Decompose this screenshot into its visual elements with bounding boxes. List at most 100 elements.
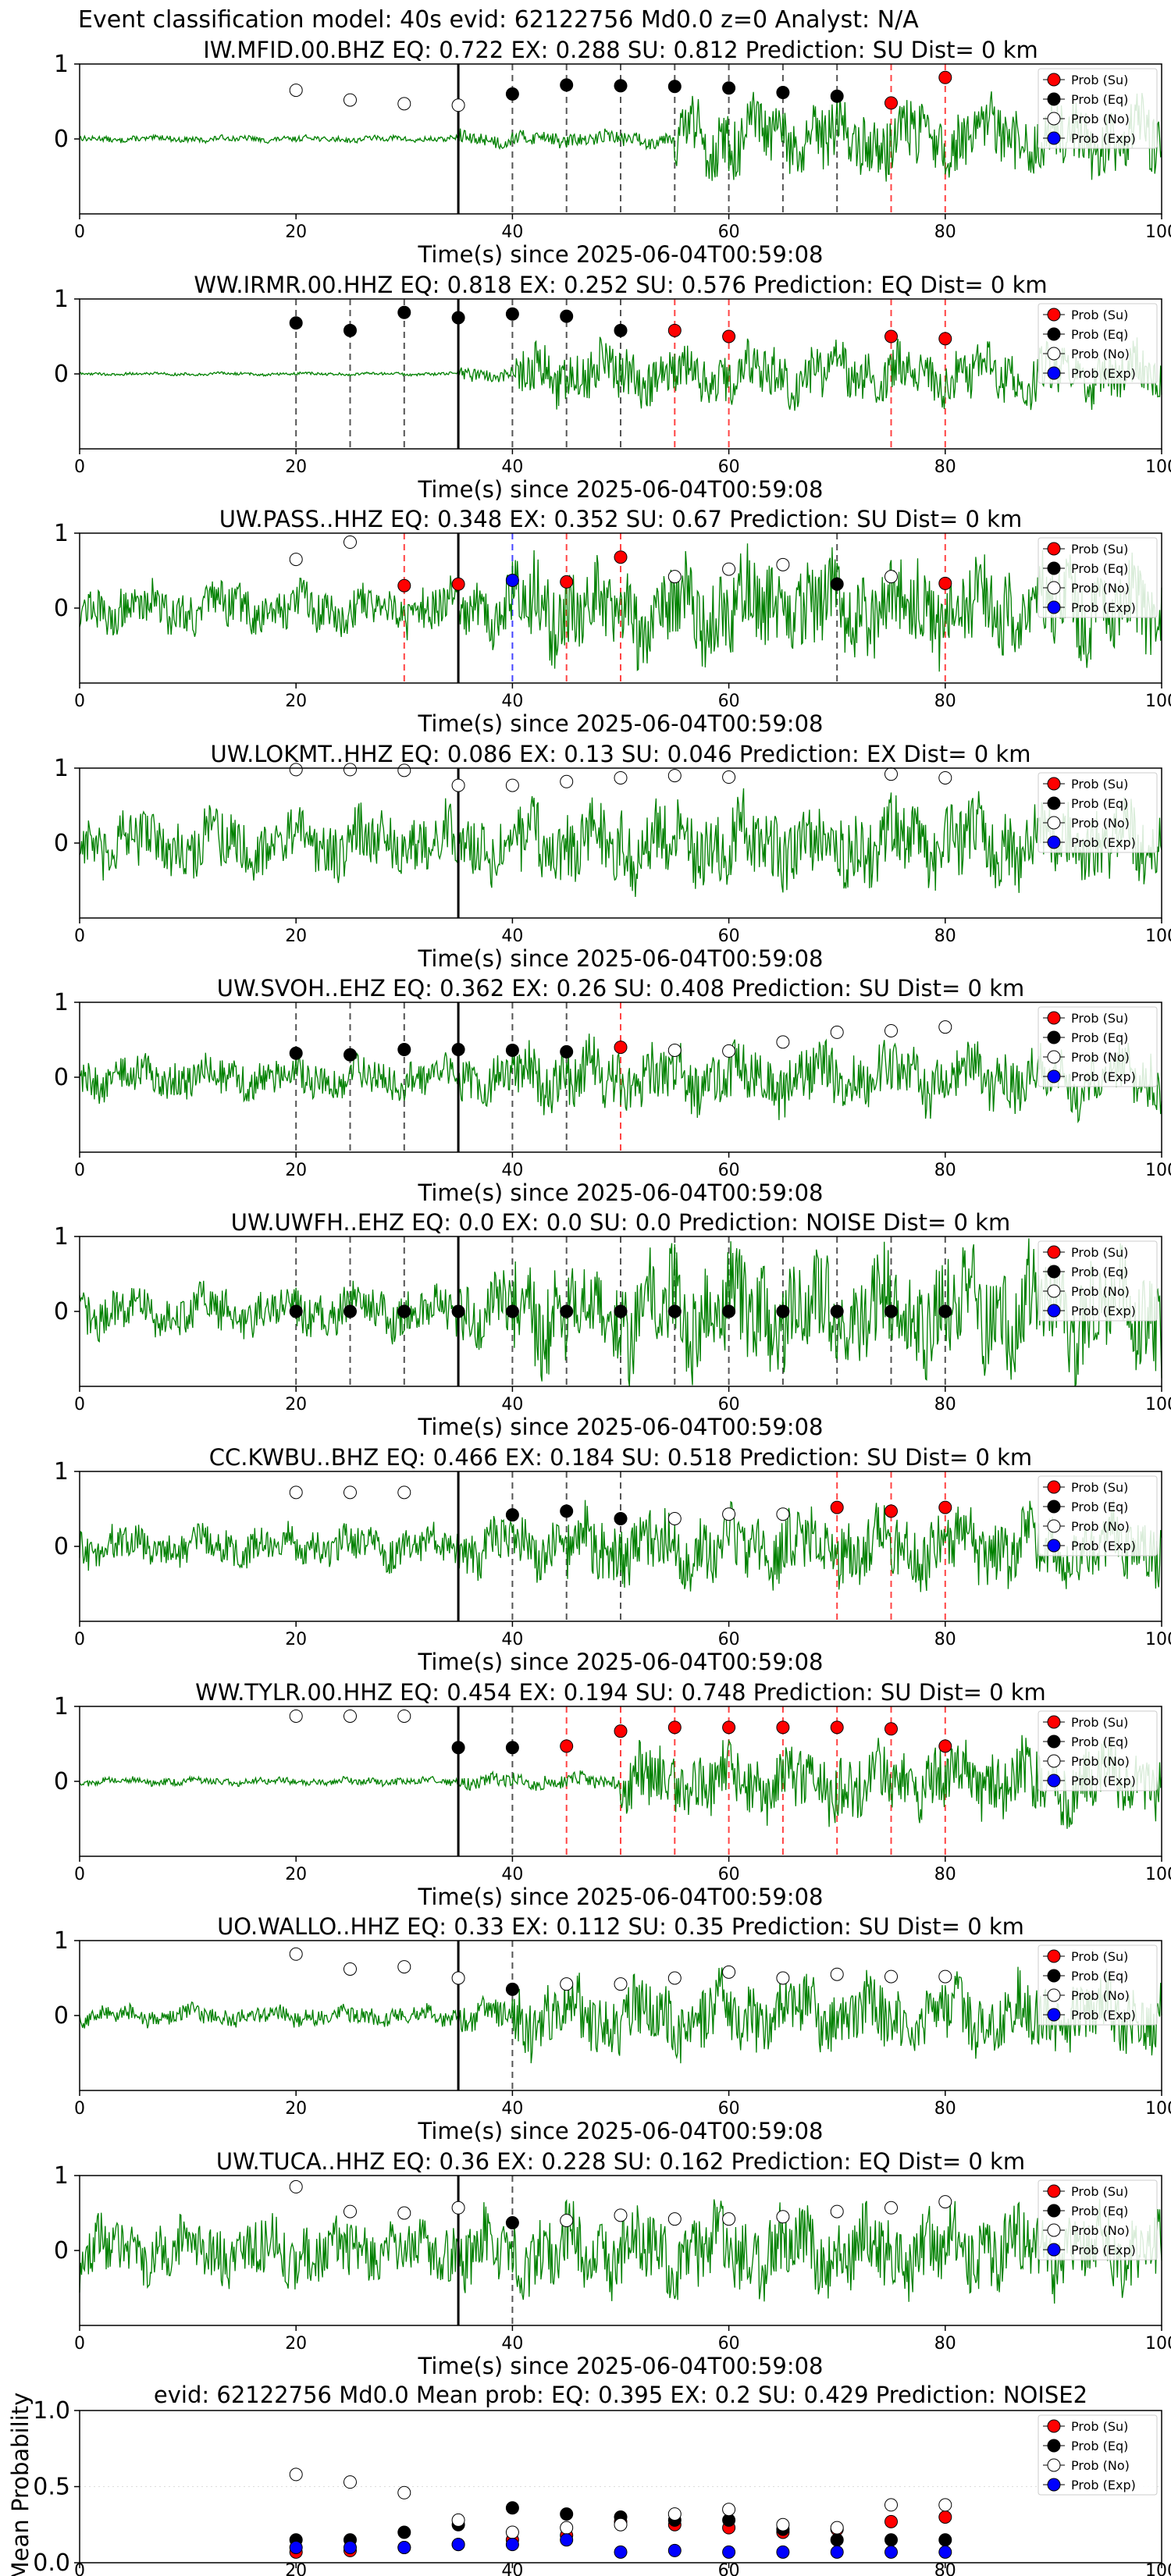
legend-label: Prob (Su) [1071, 2419, 1128, 2434]
legend-marker [1047, 1245, 1061, 1259]
legend-marker [1047, 2419, 1061, 2433]
probability-point [560, 1739, 574, 1753]
x-tick-label: 80 [934, 1395, 956, 1414]
x-tick-label: 40 [501, 222, 523, 242]
probability-point [614, 1977, 628, 1991]
probability-point [343, 1962, 357, 1976]
mean-probability-point [614, 2545, 628, 2559]
legend-marker [1047, 1754, 1061, 1768]
legend-marker [1047, 835, 1061, 849]
probability-point [289, 553, 303, 567]
probability-point [505, 778, 519, 792]
legend-marker [1047, 816, 1061, 830]
legend-label: Prob (Eq) [1071, 1969, 1128, 1984]
x-tick-label: 0 [74, 692, 85, 711]
x-tick-label: 0 [74, 2561, 85, 2576]
mean-probability-point [938, 2545, 952, 2559]
x-tick-label: 60 [718, 2099, 740, 2119]
mean-probability-point [884, 2498, 898, 2512]
probability-point [343, 763, 357, 777]
probability-point [560, 1044, 574, 1059]
mean-probability-point [667, 2507, 682, 2521]
legend-box [1038, 2179, 1158, 2261]
probability-point [830, 89, 844, 103]
x-tick-label: 20 [285, 1865, 307, 1884]
probability-point [667, 80, 682, 94]
probability-point [289, 763, 303, 777]
panel-title: UW.SVOH..EHZ EQ: 0.362 EX: 0.26 SU: 0.40… [217, 975, 1025, 1002]
y-tick-label: 0 [54, 1298, 69, 1325]
legend-marker [1047, 1030, 1061, 1044]
probability-point [505, 1741, 519, 1755]
legend-marker [1047, 1480, 1061, 1494]
legend-label: Prob (Su) [1071, 1480, 1128, 1495]
probability-point [343, 1048, 357, 1062]
legend-label: Prob (Exp) [1071, 1539, 1136, 1553]
x-tick-label: 60 [718, 1395, 740, 1414]
y-tick-label: 1 [54, 1927, 69, 1955]
mean-probability-point [722, 2503, 736, 2517]
legend-marker [1047, 347, 1061, 361]
legend-label: Prob (Exp) [1071, 131, 1136, 146]
legend-marker [1047, 581, 1061, 595]
probability-point [397, 1485, 411, 1500]
probability-point [397, 2206, 411, 2220]
y-tick-label: 0 [54, 361, 69, 388]
legend-box [1038, 1710, 1158, 1791]
probability-point [776, 1720, 790, 1735]
x-tick-label: 40 [501, 1865, 523, 1884]
legend-label: Prob (Eq) [1071, 2439, 1128, 2453]
probability-point [343, 323, 357, 337]
y-tick-label: 0 [54, 830, 69, 857]
probability-point [776, 85, 790, 99]
legend-label: Prob (Eq) [1071, 2204, 1128, 2218]
probability-point [830, 1500, 844, 1514]
legend-marker [1047, 1715, 1061, 1729]
mean-probability-point [938, 2533, 952, 2547]
probability-point [560, 309, 574, 323]
y-tick-label: 0 [54, 2237, 69, 2265]
x-tick-label: 80 [934, 1865, 956, 1884]
probability-point [560, 2214, 574, 2228]
legend-label: Prob (No) [1071, 2458, 1130, 2473]
y-tick-label: 0 [54, 1533, 69, 1560]
legend-marker [1047, 131, 1061, 145]
mean-probability-panel: evid: 62122756 Md0.0 Mean prob: EQ: 0.39… [7, 2382, 1171, 2576]
seismogram-trace [79, 1034, 1162, 1124]
probability-point [884, 1304, 898, 1318]
seismogram-trace [79, 1500, 1162, 1592]
legend-box [1038, 1006, 1158, 1087]
waveform-panel-1: IW.MFID.00.BHZ EQ: 0.722 EX: 0.288 SU: 0… [54, 37, 1171, 268]
x-tick-label: 0 [74, 927, 85, 946]
probability-point [397, 763, 411, 777]
x-tick-label: 100 [1145, 1161, 1171, 1180]
x-tick-label: 40 [501, 1630, 523, 1649]
x-tick-label: 100 [1145, 222, 1171, 242]
panel-title: UW.LOKMT..HHZ EQ: 0.086 EX: 0.13 SU: 0.0… [211, 741, 1031, 767]
mean-probability-point [614, 2517, 628, 2532]
legend-marker [1047, 92, 1061, 106]
legend-label: Prob (Eq) [1071, 561, 1128, 576]
x-tick-label: 60 [718, 2561, 740, 2576]
waveform-panel-2: WW.IRMR.00.HHZ EQ: 0.818 EX: 0.252 SU: 0… [54, 272, 1171, 503]
x-axis-label: Time(s) since 2025-06-04T00:59:08 [418, 2118, 824, 2144]
x-tick-label: 40 [501, 2334, 523, 2354]
mean-probability-point [505, 2538, 519, 2552]
mean-probability-point [505, 2525, 519, 2539]
legend-marker [1047, 1539, 1061, 1553]
x-axis-label: Time(s) since 2025-06-04T00:59:08 [418, 1884, 824, 1910]
legend-label: Prob (No) [1071, 1519, 1130, 1534]
probability-point [451, 98, 465, 112]
x-tick-label: 100 [1145, 2561, 1171, 2576]
seismogram-trace [79, 91, 1162, 182]
probability-point [560, 1504, 574, 1518]
legend-marker [1047, 1050, 1061, 1064]
probability-point [884, 1023, 898, 1037]
y-tick-label: 0 [54, 126, 69, 153]
x-tick-label: 20 [285, 927, 307, 946]
axes-frame [79, 2410, 1162, 2564]
probability-point [776, 557, 790, 571]
mean-probability-point [505, 2501, 519, 2515]
legend-marker [1047, 796, 1061, 810]
x-tick-label: 40 [501, 2561, 523, 2576]
